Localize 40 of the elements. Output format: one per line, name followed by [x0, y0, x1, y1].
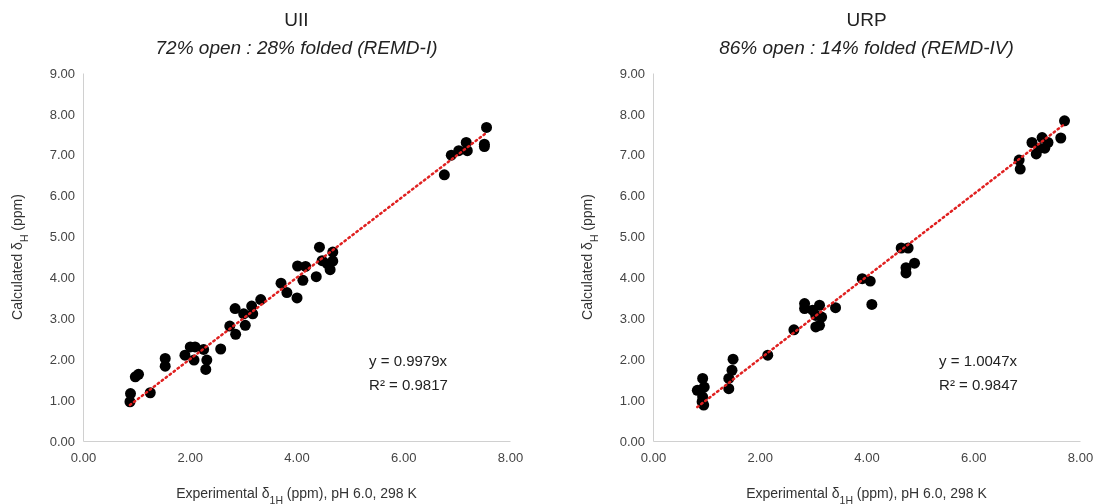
x-tick-label: 2.00	[747, 450, 773, 466]
annotation: R² = 0.9817	[369, 376, 448, 393]
y-tick-label: 9.00	[49, 65, 75, 81]
x-tick-label: 6.00	[961, 450, 987, 466]
y-tick-label: 7.00	[49, 147, 75, 163]
y-tick-label: 4.00	[619, 270, 645, 286]
y-tick-label: 2.00	[49, 351, 75, 367]
x-tick-label: 0.00	[70, 450, 97, 466]
y-tick-label: 2.00	[619, 351, 645, 367]
x-tick-label: 2.00	[177, 450, 203, 466]
x-axis-title: Experimental δ$_{1H}$ (ppm), pH 6.0, 298 K	[176, 485, 418, 504]
y-tick-label: 0.00	[619, 433, 645, 449]
x-axis-title: Experimental δ$_{1H}$ (ppm), pH 6.0, 298 K	[746, 485, 988, 504]
chart-title: URP	[846, 9, 887, 30]
x-tick-label: 8.00	[1067, 450, 1094, 466]
annotation: y = 1.0047x	[939, 352, 1018, 369]
x-tick-label: 6.00	[391, 450, 417, 466]
y-tick-label: 1.00	[619, 392, 645, 408]
y-tick-label: 6.00	[619, 188, 645, 204]
x-tick-label: 4.00	[284, 450, 310, 466]
annotation: R² = 0.9847	[939, 376, 1018, 393]
y-tick-label: 7.00	[619, 147, 645, 163]
y-tick-label: 6.00	[49, 188, 75, 204]
y-tick-label: 9.00	[619, 65, 645, 81]
y-tick-label: 0.00	[49, 433, 75, 449]
y-tick-label: 3.00	[49, 310, 75, 326]
chart-subtitle: 72% open : 28% folded (REMD-I)	[155, 37, 438, 58]
chart-title: UII	[284, 9, 309, 30]
x-tick-label: 4.00	[854, 450, 880, 466]
y-tick-label: 5.00	[49, 229, 75, 245]
y-tick-label: 8.00	[619, 106, 645, 122]
x-tick-label: 0.00	[640, 450, 667, 466]
y-tick-label: 5.00	[619, 229, 645, 245]
chart-subtitle: 86% open : 14% folded (REMD-IV)	[719, 37, 1014, 58]
annotation: y = 0.9979x	[369, 352, 448, 369]
y-tick-label: 3.00	[619, 310, 645, 326]
y-tick-label: 1.00	[49, 392, 75, 408]
x-tick-label: 8.00	[497, 450, 524, 466]
y-tick-label: 8.00	[49, 106, 75, 122]
y-tick-label: 4.00	[49, 270, 75, 286]
